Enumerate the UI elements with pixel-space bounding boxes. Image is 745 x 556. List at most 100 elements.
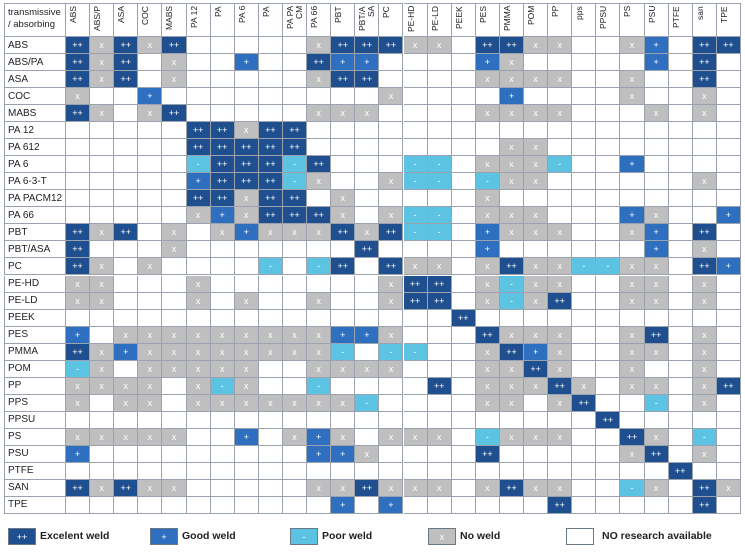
- cell: [692, 309, 717, 327]
- legend-label: Good weld: [182, 530, 236, 542]
- cell: [307, 496, 332, 514]
- cell: [331, 122, 356, 140]
- cell: [379, 411, 404, 429]
- cell: [331, 156, 356, 174]
- cell: [620, 462, 645, 480]
- cell: [644, 88, 669, 106]
- cell: [355, 428, 380, 446]
- cell: x: [524, 479, 549, 497]
- cell: [379, 309, 404, 327]
- cell: [138, 156, 163, 174]
- cell: x: [162, 71, 187, 89]
- cell: [427, 496, 452, 514]
- column-label: PEEK: [453, 6, 464, 29]
- cell: x: [186, 275, 211, 293]
- cell: x: [234, 360, 259, 378]
- cell: [355, 462, 380, 480]
- cell: ++: [427, 292, 452, 310]
- cell: x: [379, 173, 404, 191]
- row-label: ASA: [4, 71, 66, 89]
- cell: ++: [234, 139, 259, 157]
- cell: x: [355, 360, 380, 378]
- cell: [427, 462, 452, 480]
- cell: [186, 309, 211, 327]
- cell: +: [66, 445, 91, 463]
- cell: ++: [114, 71, 139, 89]
- cell: [524, 394, 549, 412]
- cell: [572, 88, 597, 106]
- cell: [668, 190, 693, 208]
- cell: [114, 496, 139, 514]
- cell: [90, 394, 115, 412]
- cell: x: [499, 105, 525, 123]
- cell: [234, 88, 259, 106]
- cell: [668, 173, 693, 191]
- cell: ++: [692, 54, 717, 72]
- cell: [138, 309, 163, 327]
- cell: [355, 207, 380, 225]
- cell: [90, 411, 115, 429]
- cell: [572, 496, 597, 514]
- cell: -: [403, 173, 428, 191]
- cell: [572, 207, 597, 225]
- cell: [596, 496, 621, 514]
- cell: [548, 139, 573, 157]
- cell: [596, 326, 621, 344]
- cell: [162, 258, 187, 276]
- cell: ++: [692, 479, 717, 497]
- column-label: PA PACM: [284, 6, 304, 30]
- cell: ++: [66, 105, 91, 123]
- column-label: ABS/P: [92, 6, 103, 32]
- column-header: PBT/ASA: [355, 3, 380, 37]
- column-label: PA: [212, 6, 223, 17]
- cell: x: [66, 275, 91, 293]
- cell: [572, 173, 597, 191]
- cell: [620, 54, 645, 72]
- cell: +: [475, 241, 500, 259]
- cell: x: [307, 394, 332, 412]
- cell: [258, 428, 283, 446]
- cell: x: [548, 71, 573, 89]
- cell: [138, 207, 163, 225]
- cell: [499, 411, 525, 429]
- cell: [524, 411, 549, 429]
- column-header: PA: [258, 3, 283, 37]
- cell: [596, 462, 621, 480]
- cell: [90, 88, 115, 106]
- cell: [234, 258, 259, 276]
- cell: [210, 54, 235, 72]
- cell: x: [403, 428, 428, 446]
- cell: +: [331, 326, 356, 344]
- cell: [451, 326, 476, 344]
- cell: [427, 88, 452, 106]
- cell: x: [499, 224, 525, 242]
- cell: [596, 71, 621, 89]
- cell: [548, 462, 573, 480]
- cell: [114, 445, 139, 463]
- cell: [331, 139, 356, 157]
- cell: ++: [355, 241, 380, 259]
- column-label: COC: [140, 6, 151, 25]
- cell: x: [524, 292, 549, 310]
- cell: ++: [331, 258, 356, 276]
- cell: [210, 479, 235, 497]
- cell: [716, 292, 741, 310]
- cell: [66, 411, 91, 429]
- cell: x: [282, 428, 308, 446]
- cell: [234, 105, 259, 123]
- cell: [427, 105, 452, 123]
- cell: x: [692, 275, 717, 293]
- cell: [162, 377, 187, 395]
- column-header: PPSU: [596, 3, 621, 37]
- cell: x: [234, 207, 259, 225]
- cell: -: [186, 156, 211, 174]
- row-label: PTFE: [4, 462, 66, 480]
- cell: +: [644, 224, 669, 242]
- cell: [451, 445, 476, 463]
- cell: x: [331, 428, 356, 446]
- cell: -: [475, 428, 500, 446]
- compatibility-table: transmissive / absorbing ABS ABS/P ASA COC MA…: [4, 3, 741, 514]
- cell: x: [620, 326, 645, 344]
- cell: x: [186, 394, 211, 412]
- cell: [403, 122, 428, 140]
